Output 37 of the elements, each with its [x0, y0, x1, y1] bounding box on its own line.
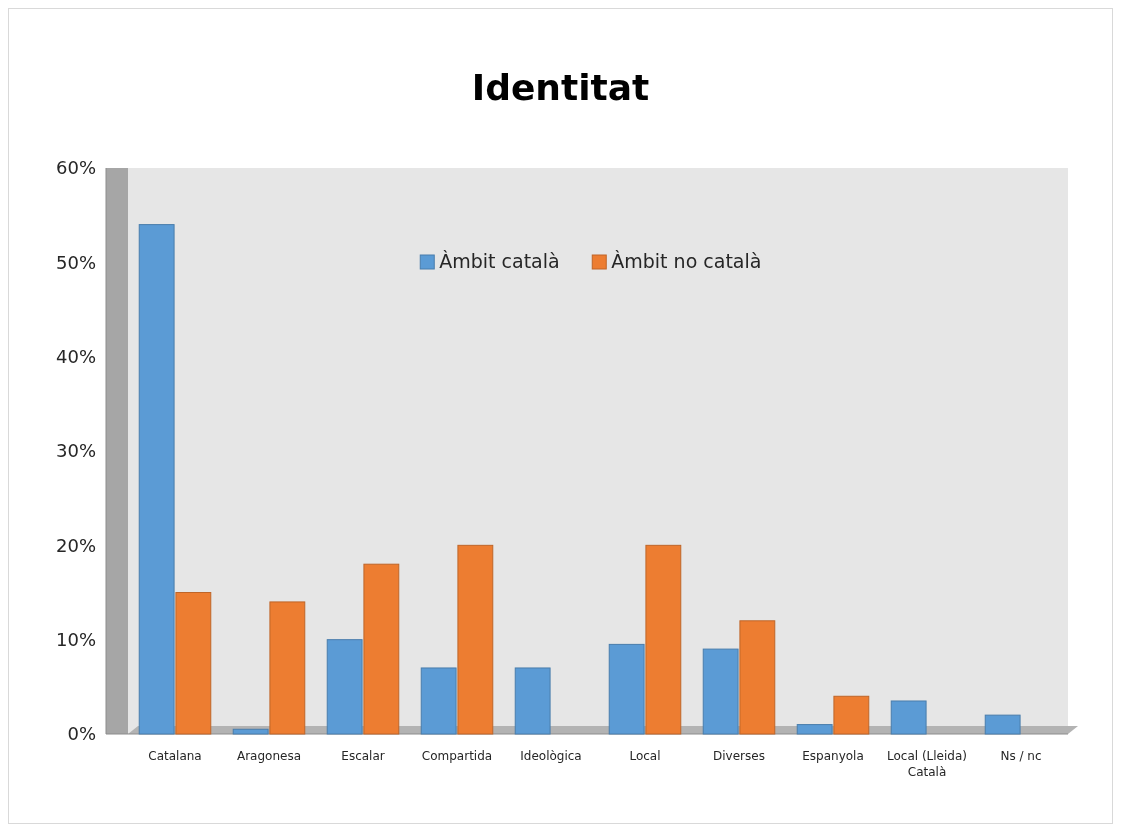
x-tick-label: Local — [629, 749, 661, 763]
bar — [984, 714, 1021, 735]
x-tick-label: Diverses — [713, 749, 765, 763]
y-tick-label: 10% — [55, 628, 96, 650]
legend-label: Àmbit català — [439, 250, 560, 272]
y-tick-label: 0% — [67, 723, 96, 745]
y-tick-label: 60% — [55, 157, 96, 179]
bar — [608, 643, 645, 735]
x-tick-label: Compartida — [421, 749, 493, 763]
bar — [232, 728, 269, 735]
chart-title: Identitat — [471, 67, 650, 108]
x-tick-label: Espanyola — [802, 749, 864, 763]
x-tick-label: Escalar — [341, 749, 385, 763]
bar — [326, 639, 363, 735]
x-tick-label: Aragonesa — [236, 749, 302, 763]
bar — [739, 620, 776, 735]
legend-label: Àmbit no català — [611, 250, 762, 272]
bar — [138, 224, 175, 735]
bar — [269, 601, 306, 735]
y-tick-label: 40% — [55, 345, 96, 367]
y-tick-label: 30% — [55, 440, 96, 462]
bar — [420, 667, 457, 735]
bar — [514, 667, 551, 735]
y-tick-label: 20% — [55, 534, 96, 556]
bar — [175, 592, 212, 735]
y-tick-label: 50% — [55, 251, 96, 273]
x-tick-label: Ideològica — [520, 749, 582, 763]
x-tick-label: Ns / nc — [1000, 749, 1042, 763]
x-tick-label: Catalana — [148, 749, 202, 763]
bar — [702, 648, 739, 735]
bar — [796, 724, 833, 735]
bar — [890, 700, 927, 735]
x-tick-label: Local (Lleida) Català — [887, 749, 967, 779]
bar — [363, 563, 400, 735]
bar — [457, 544, 494, 735]
bar — [833, 695, 870, 735]
bar — [645, 544, 682, 735]
